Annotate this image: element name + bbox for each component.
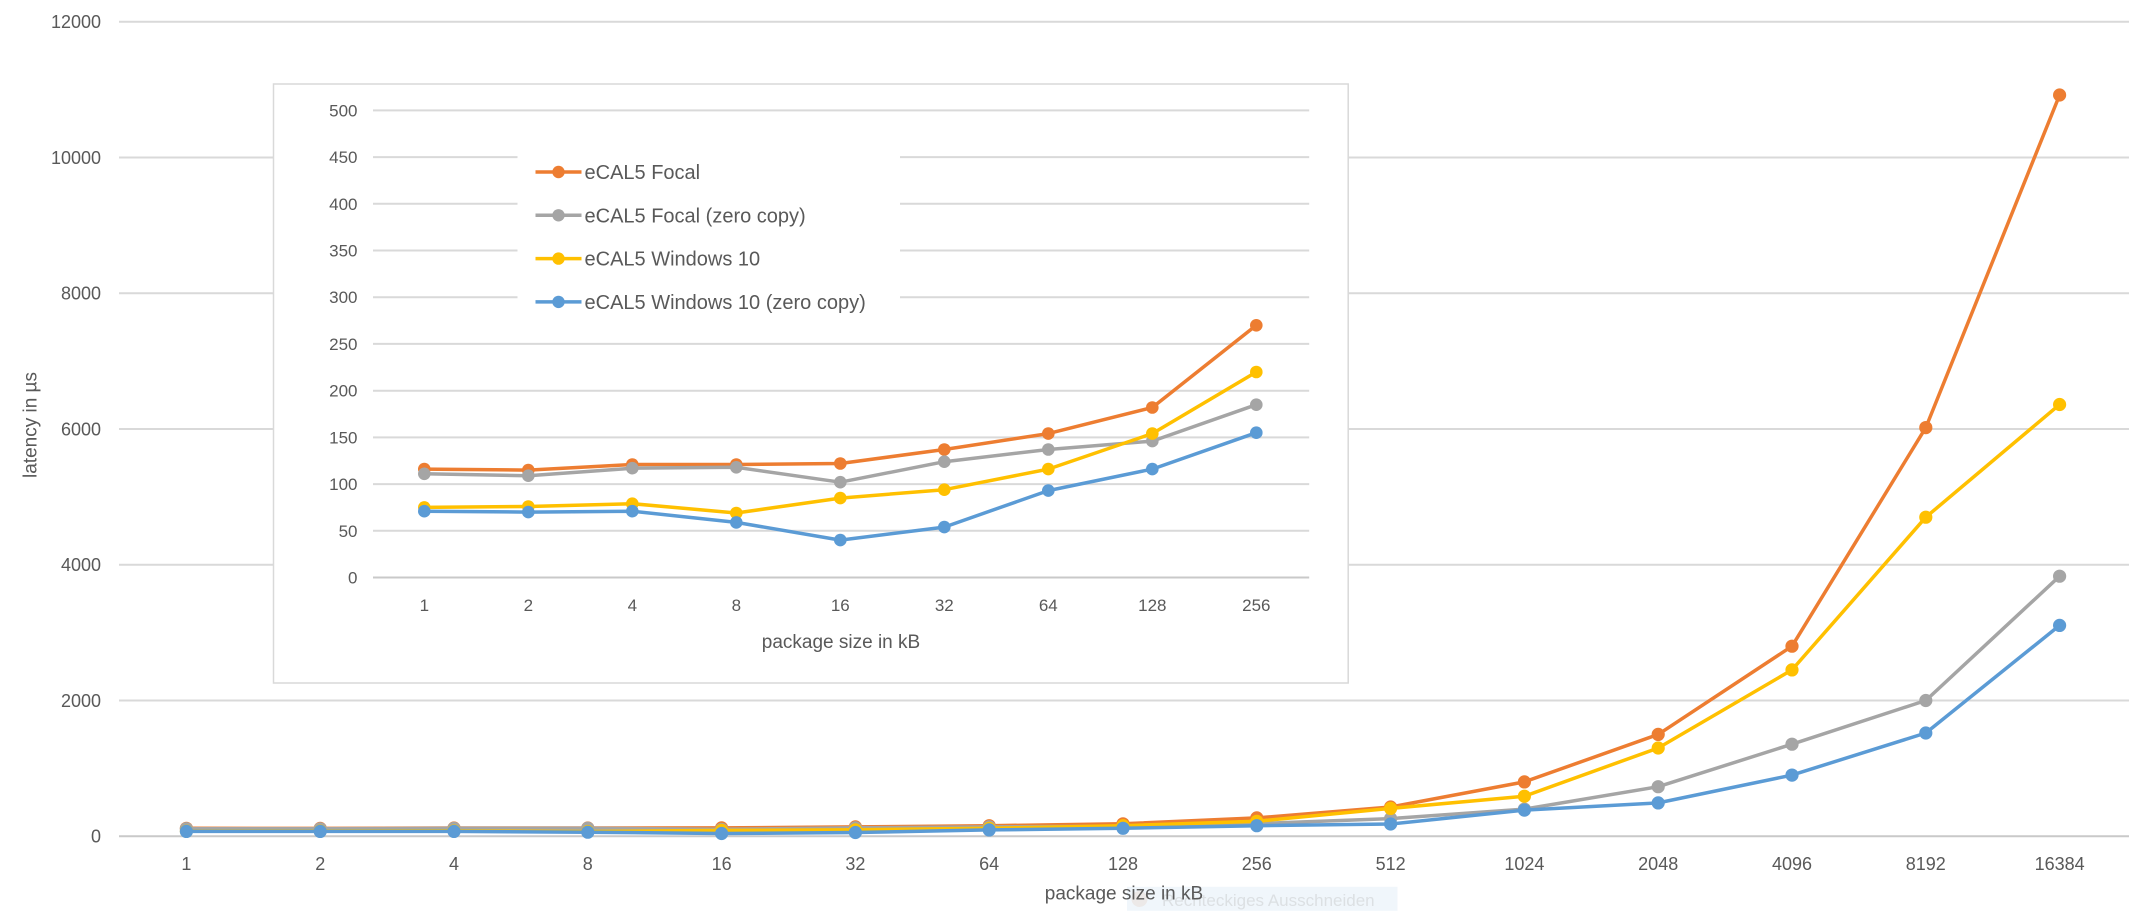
svg-text:64: 64 (1039, 596, 1058, 615)
svg-text:4096: 4096 (1772, 854, 1812, 874)
svg-text:10000: 10000 (51, 148, 101, 168)
svg-text:eCAL5 Windows 10 (zero copy): eCAL5 Windows 10 (zero copy) (585, 292, 866, 314)
svg-text:200: 200 (329, 382, 357, 401)
svg-text:32: 32 (845, 854, 865, 874)
svg-text:eCAL5 Focal (zero copy): eCAL5 Focal (zero copy) (585, 205, 806, 227)
svg-text:16: 16 (712, 854, 732, 874)
svg-text:150: 150 (329, 428, 357, 447)
svg-text:256: 256 (1242, 596, 1270, 615)
svg-text:eCAL5 Windows 10: eCAL5 Windows 10 (585, 249, 761, 271)
svg-text:6000: 6000 (61, 419, 101, 439)
svg-text:package size in kB: package size in kB (762, 632, 920, 653)
svg-text:2000: 2000 (61, 691, 101, 711)
svg-text:250: 250 (329, 335, 357, 354)
svg-text:512: 512 (1376, 854, 1406, 874)
svg-text:32: 32 (935, 596, 954, 615)
svg-text:64: 64 (979, 854, 999, 874)
svg-text:2048: 2048 (1638, 854, 1678, 874)
svg-text:8000: 8000 (61, 284, 101, 304)
svg-text:4: 4 (449, 854, 459, 874)
svg-text:256: 256 (1242, 854, 1272, 874)
svg-text:500: 500 (329, 101, 357, 120)
svg-text:450: 450 (329, 148, 357, 167)
svg-text:package size in kB: package size in kB (1045, 884, 1203, 905)
svg-text:128: 128 (1138, 596, 1166, 615)
svg-text:8: 8 (732, 596, 741, 615)
svg-text:eCAL5 Focal: eCAL5 Focal (585, 162, 701, 184)
svg-text:1024: 1024 (1504, 854, 1544, 874)
svg-text:12000: 12000 (51, 12, 101, 32)
svg-text:0: 0 (348, 569, 357, 588)
svg-text:Rechteckiges Ausschneiden: Rechteckiges Ausschneiden (1162, 891, 1375, 910)
svg-text:latency in µs: latency in µs (21, 372, 42, 478)
svg-text:300: 300 (329, 288, 357, 307)
svg-text:1: 1 (181, 854, 191, 874)
svg-text:128: 128 (1108, 854, 1138, 874)
svg-text:2: 2 (315, 854, 325, 874)
svg-text:1: 1 (420, 596, 429, 615)
svg-text:4: 4 (628, 596, 637, 615)
svg-text:4000: 4000 (61, 555, 101, 575)
svg-text:400: 400 (329, 195, 357, 214)
svg-text:50: 50 (339, 522, 358, 541)
svg-text:8: 8 (583, 854, 593, 874)
svg-text:350: 350 (329, 242, 357, 261)
svg-text:16: 16 (831, 596, 850, 615)
svg-text:100: 100 (329, 475, 357, 494)
svg-text:16384: 16384 (2035, 854, 2085, 874)
svg-text:0: 0 (91, 827, 101, 847)
svg-text:2: 2 (524, 596, 533, 615)
svg-text:8192: 8192 (1906, 854, 1946, 874)
